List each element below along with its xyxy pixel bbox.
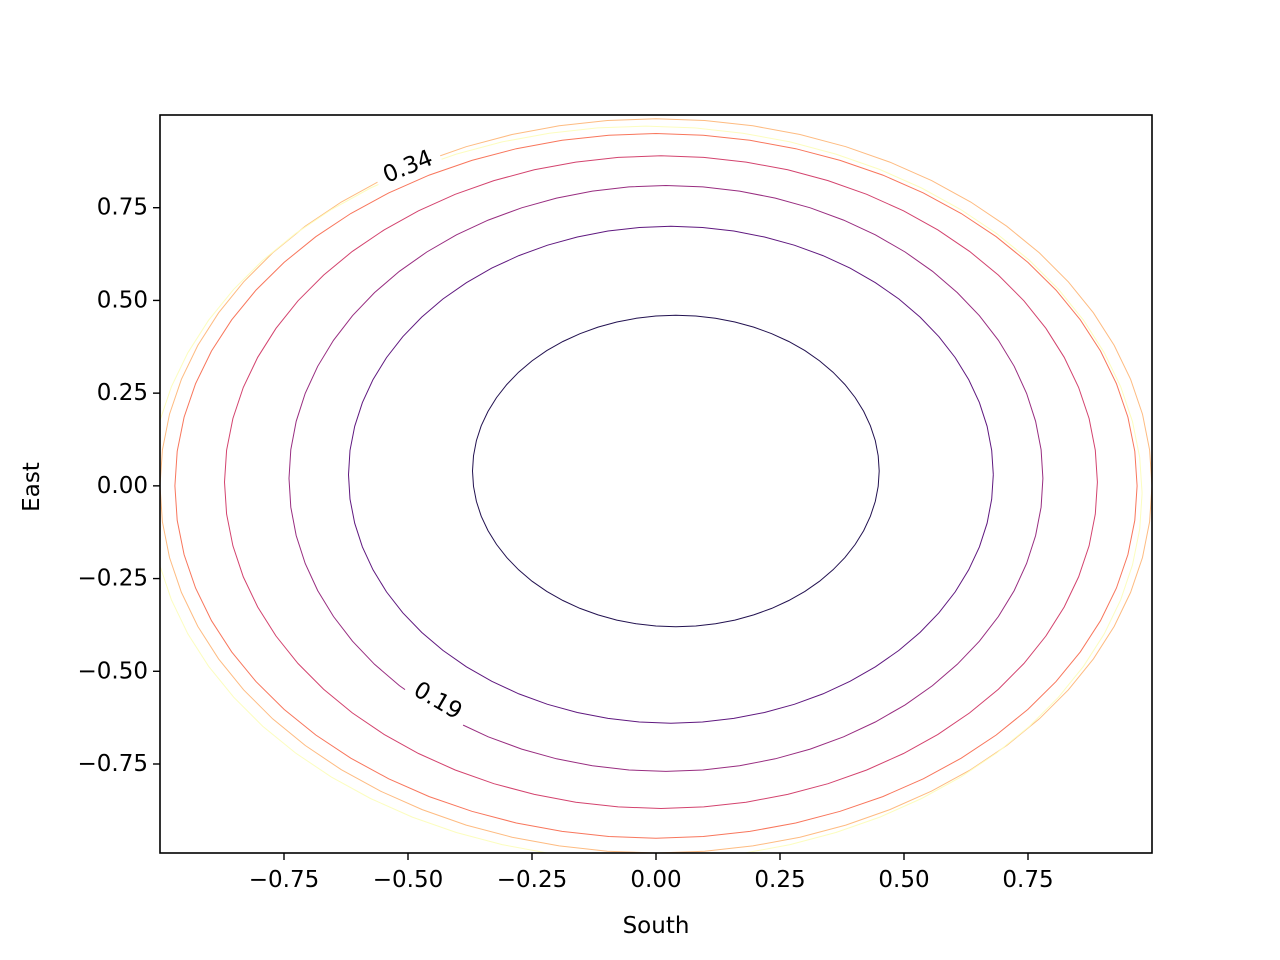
x-tick-label: −0.25 — [497, 867, 567, 893]
contour-lines — [160, 118, 1152, 853]
y-tick-label: 0.00 — [97, 473, 148, 499]
contour-level-4 — [223, 155, 1098, 810]
y-tick-label: −0.50 — [78, 658, 148, 684]
contour-level-7 — [160, 125, 1143, 853]
x-tick-label: 0.75 — [1002, 867, 1053, 893]
contour-level-1 — [471, 314, 880, 628]
x-tick-label: 0.50 — [878, 867, 929, 893]
contour-level-3 — [288, 184, 1044, 772]
x-axis-ticks: −0.75 −0.50 −0.25 0.00 0.25 0.50 0.75 — [249, 853, 1054, 893]
y-axis-label: East — [19, 462, 45, 512]
y-tick-label: −0.75 — [78, 751, 148, 777]
y-tick-label: 0.75 — [97, 195, 148, 221]
y-tick-label: 0.25 — [97, 380, 148, 406]
contour-label-background — [371, 141, 445, 193]
contour-level-2 — [347, 225, 994, 724]
x-tick-label: 0.25 — [754, 867, 805, 893]
x-tick-label: −0.75 — [249, 867, 319, 893]
y-axis-ticks: −0.75 −0.50 −0.25 0.00 0.25 0.50 0.75 — [78, 195, 160, 777]
y-tick-label: 0.50 — [97, 287, 148, 313]
contour-level-6 — [160, 118, 1152, 853]
x-axis-label: South — [623, 913, 690, 939]
x-tick-label: −0.50 — [373, 867, 443, 893]
contour-level-5 — [174, 132, 1138, 839]
y-tick-label: −0.25 — [78, 566, 148, 592]
x-tick-label: 0.00 — [630, 867, 681, 893]
contour-label-background — [401, 671, 475, 731]
